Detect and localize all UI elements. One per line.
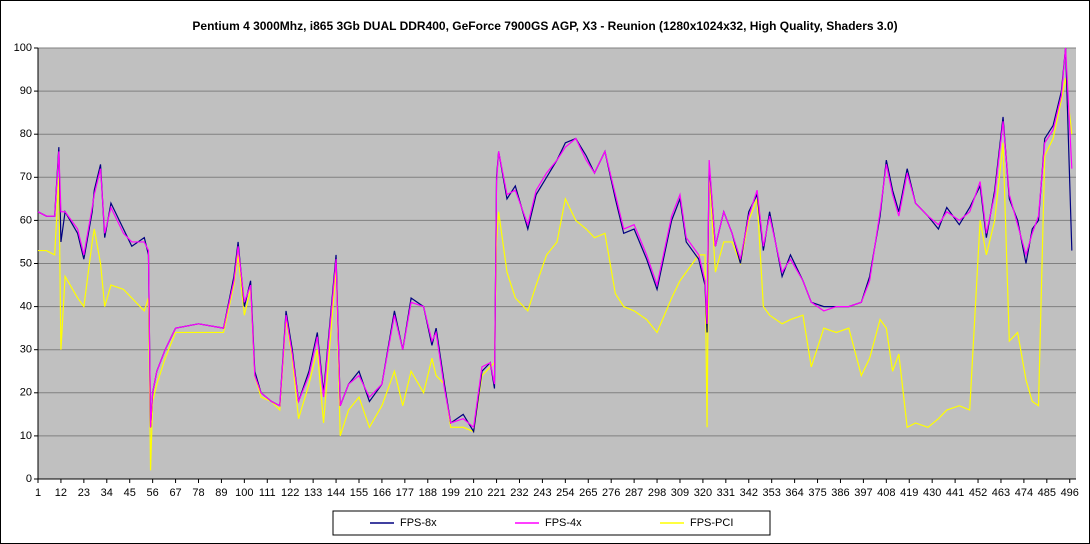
y-tick-label: 90 xyxy=(20,85,32,97)
x-tick-label: 375 xyxy=(808,487,826,499)
x-tick-label: 452 xyxy=(969,487,987,499)
y-tick-label: 100 xyxy=(14,42,32,54)
x-tick-label: 100 xyxy=(235,487,253,499)
series-line xyxy=(37,47,1073,429)
y-tick-label: 60 xyxy=(20,214,32,226)
x-tick-label: 78 xyxy=(192,487,204,499)
x-tick-label: 23 xyxy=(78,487,90,499)
y-tick-label: 70 xyxy=(20,171,32,183)
legend-label: FPS-4x xyxy=(545,517,582,529)
x-tick-label: 342 xyxy=(740,487,758,499)
y-tick-label: 40 xyxy=(20,301,32,313)
y-tick-label: 10 xyxy=(20,430,32,442)
x-tick-label: 353 xyxy=(763,487,781,499)
x-tick-label: 89 xyxy=(215,487,227,499)
x-tick-label: 364 xyxy=(785,487,803,499)
legend-box xyxy=(332,510,771,536)
x-tick-label: 463 xyxy=(992,487,1010,499)
x-tick-label: 496 xyxy=(1061,487,1079,499)
y-tick-label: 20 xyxy=(20,387,32,399)
series-line xyxy=(38,78,1073,471)
y-tick-label: 30 xyxy=(20,344,32,356)
x-tick-label: 265 xyxy=(579,487,597,499)
x-tick-label: 155 xyxy=(350,487,368,499)
x-tick-label: 320 xyxy=(694,487,712,499)
x-tick-label: 232 xyxy=(510,487,528,499)
legend-label: FPS-8x xyxy=(400,517,437,529)
x-tick-label: 210 xyxy=(464,487,482,499)
x-tick-label: 12 xyxy=(55,487,67,499)
x-tick-label: 45 xyxy=(124,487,136,499)
x-tick-label: 430 xyxy=(923,487,941,499)
x-tick-label: 298 xyxy=(648,487,666,499)
x-tick-label: 34 xyxy=(101,487,113,499)
x-tick-label: 133 xyxy=(304,487,322,499)
x-tick-label: 188 xyxy=(419,487,437,499)
x-tick-label: 122 xyxy=(281,487,299,499)
x-tick-label: 111 xyxy=(259,487,276,499)
x-tick-label: 386 xyxy=(831,487,849,499)
x-tick-label: 243 xyxy=(533,487,551,499)
x-tick-label: 309 xyxy=(671,487,689,499)
x-tick-label: 1 xyxy=(35,487,41,499)
legend-label: FPS-PCI xyxy=(690,517,733,529)
x-tick-label: 474 xyxy=(1015,487,1033,499)
x-tick-label: 419 xyxy=(900,487,918,499)
x-tick-label: 199 xyxy=(442,487,460,499)
x-tick-label: 397 xyxy=(854,487,872,499)
x-tick-label: 485 xyxy=(1038,487,1056,499)
chart-title: Pentium 4 3000Mhz, i865 3Gb DUAL DDR400,… xyxy=(192,19,897,33)
x-tick-label: 441 xyxy=(946,487,964,499)
y-tick-label: 50 xyxy=(20,257,32,269)
x-tick-label: 408 xyxy=(877,487,895,499)
x-tick-label: 287 xyxy=(625,487,643,499)
x-tick-label: 144 xyxy=(327,487,345,499)
x-tick-label: 254 xyxy=(556,487,574,499)
x-tick-label: 56 xyxy=(147,487,159,499)
x-tick-label: 276 xyxy=(602,487,620,499)
x-tick-label: 67 xyxy=(169,487,181,499)
x-tick-label: 177 xyxy=(396,487,414,499)
x-tick-label: 331 xyxy=(717,487,735,499)
x-tick-label: 221 xyxy=(487,487,505,499)
x-tick-label: 166 xyxy=(373,487,391,499)
y-tick-label: 80 xyxy=(20,128,32,140)
y-tick-label: 0 xyxy=(26,473,32,485)
